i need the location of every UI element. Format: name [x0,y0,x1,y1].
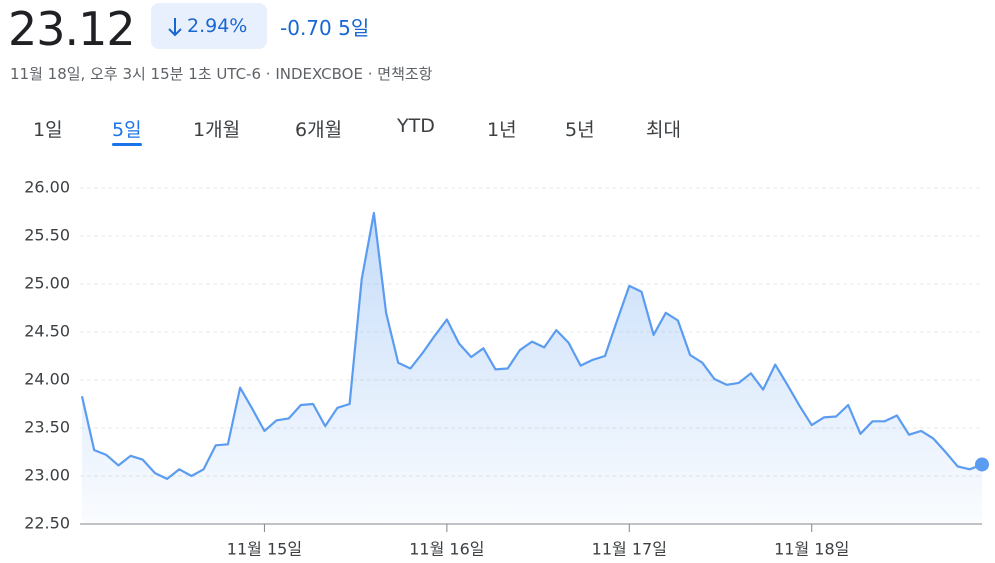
range-tab[interactable]: 최대 [646,119,681,141]
change: -0.70 5일 [280,12,369,41]
range-tab[interactable]: 5일 [112,119,142,141]
area [82,213,982,524]
last-point [975,457,989,472]
change-value: -0.70 [280,16,332,40]
range-tab[interactable]: 6개월 [295,119,343,141]
range-tab[interactable]: 1개월 [193,119,241,141]
range-tab[interactable]: 5년 [565,119,595,141]
y-tick-label: 25.50 [24,226,70,245]
timestamp: 11월 18일, 오후 3시 15분 1초 UTC-6 · INDEXCBOE … [10,65,433,83]
y-tick-label: 23.50 [24,418,70,437]
y-tick-label: 22.50 [24,514,70,533]
range-tab[interactable]: 1일 [33,119,63,141]
change-pill [151,3,267,49]
price-line [80,211,983,480]
x-tick-label: 11월 15일 [227,540,302,559]
down-arrow-icon [168,18,182,37]
y-tick-label: 25.00 [24,274,70,293]
y-tick-label: 23.00 [24,466,70,485]
y-tick-label: 24.50 [24,322,70,341]
y-tick-label: 24.00 [24,370,70,389]
x-tick-label: 11월 18일 [774,540,849,559]
price: 23.12 [8,2,136,56]
range-tab[interactable]: YTD [397,115,435,137]
x-tick-label: 11월 17일 [592,540,667,559]
y-tick-label: 26.00 [24,178,70,197]
change-percent: 2.94% [187,15,248,37]
tab-indicator [112,143,142,146]
range-tab[interactable]: 1년 [487,119,517,141]
x-tick-label: 11월 16일 [409,540,484,559]
period: 5일 [338,16,370,40]
